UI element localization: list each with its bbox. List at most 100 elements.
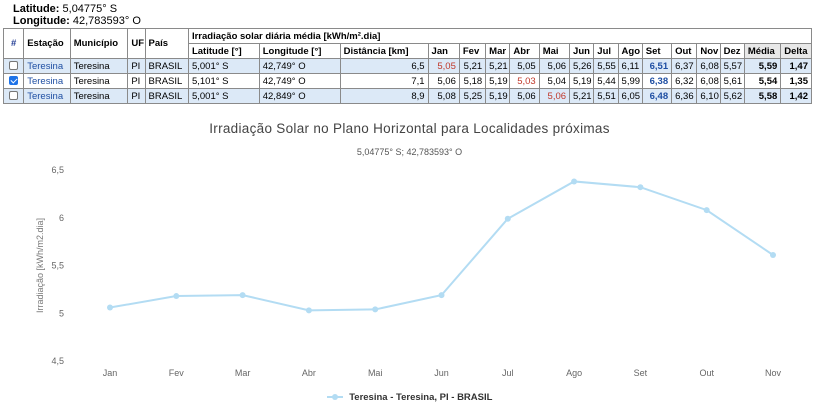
- cell-month-ago: 6,11: [617, 58, 643, 74]
- cell-latitude: 5,001° S: [187, 88, 260, 104]
- cell-month-jan: 5,08: [427, 88, 460, 104]
- data-point: [305, 307, 312, 314]
- cell-month-fev: 5,25: [458, 88, 487, 104]
- x-tick-label: Fev: [169, 368, 185, 378]
- cell-municipio: Teresina: [69, 73, 129, 89]
- cell-month-jan: 5,05: [427, 58, 460, 74]
- row-checkbox[interactable]: [9, 76, 19, 86]
- cell-month-nov: 6,10: [696, 88, 721, 104]
- cell-month-mar: 5,19: [485, 88, 511, 104]
- cell-month-set: 6,38: [641, 73, 673, 89]
- x-tick-label: Jan: [103, 368, 118, 378]
- col-delta: Delta: [780, 43, 812, 59]
- x-tick-label: Ago: [566, 368, 582, 378]
- x-tick-label: Jul: [502, 368, 514, 378]
- cell-month-out: 6,37: [671, 58, 698, 74]
- table-row: Teresina Teresina PI BRASIL 5,001° S 42,849° …: [2, 88, 812, 104]
- col-distancia: Distância [km]: [339, 43, 429, 59]
- data-point: [107, 304, 113, 311]
- x-tick-label: Mai: [368, 368, 383, 378]
- col-group-irradiacao: Irradiação solar diária média [kWh/m².di…: [187, 28, 813, 44]
- station-link[interactable]: Teresina: [27, 75, 64, 87]
- row-select-cell[interactable]: [2, 88, 25, 104]
- cell-month-abr: 5,06: [509, 88, 540, 104]
- y-tick-label: 4,5: [51, 356, 64, 366]
- cell-pais: BRASIL: [144, 88, 189, 104]
- legend-swatch: [326, 394, 343, 401]
- cell-longitude: 42,849° O: [258, 88, 341, 104]
- row-select-cell[interactable]: [2, 58, 25, 74]
- col-month-mai: Mai: [538, 43, 571, 59]
- cell-month-dez: 5,61: [719, 73, 745, 89]
- data-point: [372, 306, 379, 313]
- x-tick-label: Out: [699, 368, 714, 378]
- x-tick-label: Set: [634, 368, 648, 378]
- latitude-label: Latitude:: [13, 3, 60, 15]
- cell-longitude: 42,749° O: [258, 73, 341, 89]
- series-line: [109, 180, 774, 312]
- latitude-value: 5,04775° S: [62, 3, 118, 15]
- cell-media: 5,59: [743, 58, 782, 74]
- stations-table: # Estação Município UF País Irradiação s…: [2, 28, 813, 104]
- cell-month-jan: 5,06: [427, 73, 460, 89]
- cell-month-mai: 5,06: [538, 88, 571, 104]
- cell-month-out: 6,36: [671, 88, 698, 104]
- col-month-jan: Jan: [427, 43, 460, 59]
- data-point: [438, 292, 445, 299]
- cell-month-fev: 5,21: [458, 58, 487, 74]
- cell-distancia: 8,9: [339, 88, 429, 104]
- col-month-set: Set: [641, 43, 673, 59]
- cell-month-jun: 5,26: [569, 58, 595, 74]
- col-month-ago: Ago: [617, 43, 643, 59]
- cell-month-nov: 6,08: [696, 73, 721, 89]
- data-point: [703, 207, 710, 214]
- col-pais: País: [144, 28, 189, 59]
- col-estacao: Estação: [23, 28, 71, 59]
- x-tick-label: Mar: [235, 368, 251, 378]
- data-point: [637, 184, 644, 191]
- cell-month-jul: 5,44: [593, 73, 619, 89]
- data-point: [770, 251, 776, 258]
- cell-pais: BRASIL: [144, 73, 189, 89]
- cell-delta: 1,47: [780, 58, 812, 74]
- y-tick-label: 6,5: [51, 165, 64, 175]
- col-media: Média: [743, 43, 782, 59]
- cell-media: 5,54: [743, 73, 782, 89]
- longitude-value: 42,783593° O: [72, 15, 141, 27]
- table-row: Teresina Teresina PI BRASIL 5,001° S 42,749° …: [2, 58, 812, 74]
- cell-delta: 1,42: [780, 88, 812, 104]
- chart-legend[interactable]: Teresina - Teresina, PI - BRASIL: [0, 392, 819, 403]
- data-point: [239, 292, 246, 299]
- y-tick-label: 5,5: [51, 261, 64, 271]
- row-checkbox[interactable]: [9, 91, 19, 101]
- cell-uf: PI: [127, 88, 146, 104]
- cell-media: 5,58: [743, 88, 782, 104]
- x-tick-label: Abr: [302, 368, 316, 378]
- station-link[interactable]: Teresina: [27, 90, 64, 102]
- station-link[interactable]: Teresina: [27, 60, 64, 72]
- data-point: [571, 178, 578, 185]
- cell-month-mai: 5,06: [538, 58, 571, 74]
- cell-municipio: Teresina: [69, 88, 129, 104]
- x-tick-label: Jun: [434, 368, 449, 378]
- col-month-jun: Jun: [569, 43, 595, 59]
- cell-month-jun: 5,21: [569, 88, 595, 104]
- y-tick-label: 5: [59, 308, 64, 318]
- col-hash: #: [2, 28, 25, 59]
- data-point: [504, 215, 511, 222]
- y-tick-label: 6: [59, 213, 64, 223]
- col-uf: UF: [127, 28, 146, 59]
- chart-subtitle: 5,04775° S; 42,783593° O: [356, 147, 463, 157]
- cell-month-mar: 5,19: [485, 73, 511, 89]
- cell-month-abr: 5,05: [509, 58, 540, 74]
- location-block: Latitude: 5,04775° S Longitude: 42,78359…: [13, 3, 141, 27]
- chart-title: Irradiação Solar no Plano Horizontal par…: [209, 121, 610, 136]
- longitude-label: Longitude:: [13, 15, 70, 27]
- row-checkbox[interactable]: [9, 61, 19, 71]
- cell-month-out: 6,32: [671, 73, 698, 89]
- col-month-fev: Fev: [458, 43, 487, 59]
- col-month-out: Out: [671, 43, 698, 59]
- legend-label: Teresina - Teresina, PI - BRASIL: [349, 392, 493, 403]
- cell-month-jul: 5,55: [593, 58, 619, 74]
